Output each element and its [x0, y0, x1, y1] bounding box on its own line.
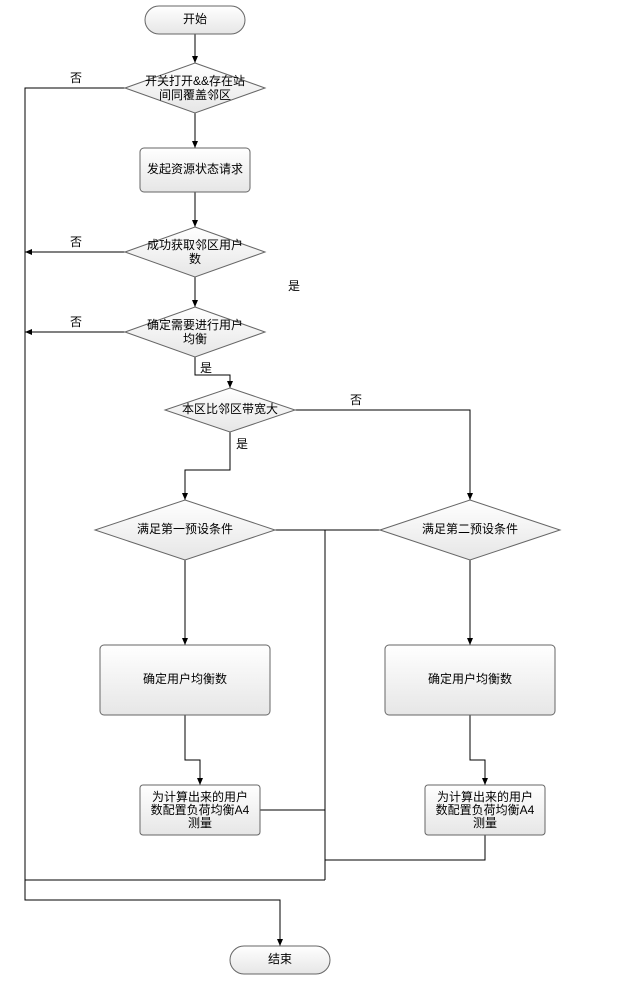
node-d2: 成功获取邻区用户 数 — [125, 227, 265, 277]
svg-text:确定用户均衡数: 确定用户均衡数 — [143, 671, 227, 686]
svg-text:为计算出来的用户: 为计算出来的用户 — [152, 789, 248, 804]
svg-text:测量: 测量 — [188, 816, 212, 830]
node-d5: 满足第一预设条件 — [95, 500, 275, 560]
svg-text:开始: 开始 — [183, 12, 207, 26]
svg-text:发起资源状态请求: 发起资源状态请求 — [147, 161, 243, 176]
label-yes-2: 是 — [288, 279, 300, 293]
node-p3: 确定用户均衡数 — [385, 645, 555, 715]
svg-text:间同覆盖邻区: 间同覆盖邻区 — [159, 88, 231, 102]
svg-text:本区比邻区带宽大: 本区比邻区带宽大 — [182, 401, 278, 416]
node-p2: 确定用户均衡数 — [100, 645, 270, 715]
svg-text:开关打开&&存在站: 开关打开&&存在站 — [145, 74, 245, 88]
label-no-1: 否 — [70, 71, 82, 85]
svg-text:满足第二预设条件: 满足第二预设条件 — [422, 522, 518, 536]
svg-text:数: 数 — [189, 251, 201, 266]
svg-text:数配置负荷均衡A4: 数配置负荷均衡A4 — [436, 802, 535, 817]
label-no-2: 否 — [70, 235, 82, 249]
svg-text:满足第一预设条件: 满足第一预设条件 — [137, 522, 233, 536]
label-no-4: 否 — [350, 393, 362, 407]
svg-text:数配置负荷均衡A4: 数配置负荷均衡A4 — [151, 802, 250, 817]
node-p4: 为计算出来的用户 数配置负荷均衡A4 测量 — [140, 785, 260, 835]
node-end: 结束 — [230, 946, 330, 974]
node-start: 开始 — [145, 6, 245, 34]
svg-text:成功获取邻区用户: 成功获取邻区用户 — [147, 237, 243, 252]
svg-text:确定用户均衡数: 确定用户均衡数 — [428, 671, 512, 686]
svg-text:为计算出来的用户: 为计算出来的用户 — [437, 789, 533, 804]
label-yes-3: 是 — [200, 361, 212, 375]
label-no-3: 否 — [70, 315, 82, 329]
node-p1: 发起资源状态请求 — [140, 148, 250, 192]
svg-text:结束: 结束 — [268, 952, 292, 966]
node-d6: 满足第二预设条件 — [380, 500, 560, 560]
node-d1: 开关打开&&存在站 间同覆盖邻区 — [125, 63, 265, 113]
node-p5: 为计算出来的用户 数配置负荷均衡A4 测量 — [425, 785, 545, 835]
node-d4: 本区比邻区带宽大 — [165, 388, 295, 432]
node-d3: 确定需要进行用户 均衡 — [125, 307, 265, 357]
svg-text:确定需要进行用户: 确定需要进行用户 — [147, 317, 243, 332]
label-yes-4: 是 — [236, 437, 248, 451]
svg-text:测量: 测量 — [473, 816, 497, 830]
svg-text:均衡: 均衡 — [183, 332, 207, 346]
